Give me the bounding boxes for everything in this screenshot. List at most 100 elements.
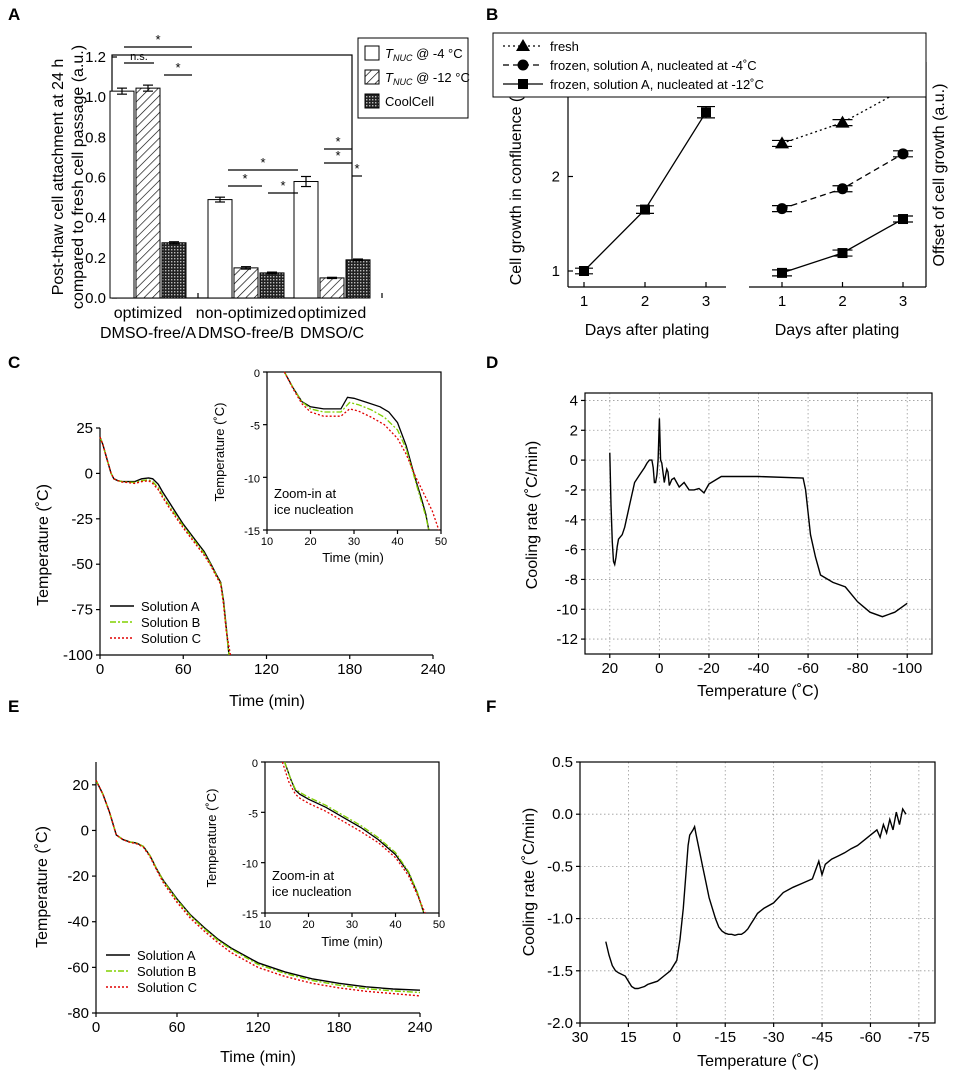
panel-b-legend-label: frozen, solution A, nucleated at -12˚C [550,77,764,92]
panel-b-left-marker [701,107,711,118]
panel-a-significance-label: * [335,134,340,149]
panel-a-ytick-label: 0.2 [85,250,106,267]
panel-a-ylabel-2: compared to fresh cell passage (a.u.) [70,45,87,309]
panel-b-right-line [781,153,904,210]
panel-b-left-line [583,111,707,272]
panel-a-bar [135,87,161,299]
panel-a-ytick-label: 0.4 [85,210,106,227]
panel-f-ylabel: Cooling rate (˚C/min) [521,808,538,956]
panel-a-ytick-label: 1.2 [85,49,106,66]
panel-b-ytick-label: 1 [552,263,560,280]
panel-e-series-line [95,779,421,997]
panel-f-frame [579,761,936,1024]
panel-e-ytick-label: -20 [67,868,89,885]
panel-d-ytick-label: -2 [565,482,578,499]
panel-c-inset-text-1: Zoom-in at [274,486,337,501]
panel-c-xtick-label: 0 [96,661,104,678]
panel-e-xtick-label: 120 [245,1019,270,1036]
panel-e-xtick-label: 0 [92,1019,100,1036]
panel-d-ylabel: Cooling rate (˚C/min) [524,441,541,589]
panel-c-inset-xtick-label: 30 [348,536,360,548]
panel-d-series-line [609,418,908,618]
panel-d-frame [584,392,933,655]
panel-a-significance-label: * [260,155,265,170]
panel-b-left-xlabel: Days after plating [585,322,710,339]
panel-a-significance-label: * [242,171,247,186]
panel-b-right-marker [777,267,787,278]
panel-c-inset-xtick-label: 40 [391,536,403,548]
panel-e-xtick-label: 60 [169,1019,186,1036]
panel-label-e: E [8,697,19,716]
panel-f-xlabel: Temperature (˚C) [697,1053,819,1070]
panel-d-ytick-label: -8 [565,571,578,588]
panel-f-xtick-label: -60 [860,1029,882,1046]
panel-e-inset-series-line [281,761,426,914]
panel-f-ytick-label: 0.0 [552,806,573,823]
panel-b-right-marker [898,214,908,225]
panel-b-ytick-label: 2 [552,169,560,186]
panel-f-xtick-label: 0 [673,1029,681,1046]
panel-b-left-xtick-label: 3 [702,293,710,310]
panel-c-inset-series-line [283,371,430,531]
panel-f-series-line [605,807,907,990]
panel-f-xtick-label: 15 [620,1029,637,1046]
panel-e-inset-ytick-label: -5 [248,808,258,820]
panel-a-legend-swatch [364,69,380,85]
panel-c-inset-ytick-label: -5 [250,421,260,433]
panel-c-xtick-label: 180 [337,661,362,678]
panel-a-group-label-2: DMSO-free/A [100,325,196,342]
panel-c-ylabel: Temperature (˚C) [35,484,52,606]
panel-a-group-label-2: DMSO-free/B [198,325,294,342]
panel-f-xtick-label: -30 [763,1029,785,1046]
panel-b-ylabel-left: Cell growth in confluence (a.u.) [508,65,525,286]
panel-e-inset-text-1: Zoom-in at [272,868,335,883]
panel-a-bar [207,199,233,299]
panel-c-ytick-label: 25 [76,420,93,437]
panel-c-legend-label: Solution A [141,599,200,614]
panel-f-ytick-label: -1.5 [547,963,573,980]
panel-a-group-label-1: optimized [298,305,366,322]
panel-a-bar [293,181,319,299]
panel-a-legend-label: TNUC @ -4 °C [385,46,463,63]
panel-b-ylabel-right: Offset of cell growth (a.u.) [931,84,948,267]
panel-f-xtick-label: -45 [811,1029,833,1046]
panel-d-xtick-label: -20 [698,660,720,677]
panel-e-ytick-label: -40 [67,914,89,931]
panel-f-ytick-label: 0.5 [552,754,573,771]
panel-a-bar [109,90,135,299]
panel-e-inset-ytick-label: 0 [252,758,258,770]
panel-d-ytick-label: -6 [565,542,578,559]
panel-a-legend-swatch [364,93,380,109]
panel-e-legend-label: Solution B [137,964,196,979]
panel-a-significance-label: * [155,32,160,47]
panel-e-inset-xtick-label: 10 [259,919,271,931]
panel-b-right-line [781,89,904,145]
panel-e-xlabel: Time (min) [220,1049,296,1066]
panel-c-inset-text-2: ice nucleation [274,502,354,517]
panel-c-xtick-label: 240 [420,661,445,678]
panel-c-xlabel: Time (min) [229,693,305,710]
panel-label-d: D [486,353,498,372]
panel-c-legend-label: Solution C [141,631,201,646]
panel-b-right-xlabel: Days after plating [775,322,900,339]
panel-label-f: F [486,697,496,716]
panel-c-ytick-label: -50 [71,556,93,573]
panel-b-legend-marker [518,79,528,89]
panel-c-ytick-label: 0 [85,465,93,482]
panel-b-right-marker [775,136,789,149]
panel-f-ytick-label: -1.0 [547,911,573,928]
panel-e-ytick-label: -60 [67,959,89,976]
panel-label-a: A [8,5,20,24]
panel-d-xlabel: Temperature (˚C) [697,683,819,700]
panel-c-legend-label: Solution B [141,615,200,630]
panel-a-bar [259,272,285,299]
panel-c-xtick-label: 60 [175,661,192,678]
panel-c-inset-xtick-label: 10 [261,536,273,548]
panel-b-right-line [781,218,904,274]
panel-e-inset-xtick-label: 40 [389,919,401,931]
panel-b-right-xtick-label: 3 [899,293,907,310]
panel-d-ytick-label: -4 [565,512,578,529]
panel-a-ytick-label: 0.8 [85,129,106,146]
panel-c-inset-series-line [283,371,430,531]
